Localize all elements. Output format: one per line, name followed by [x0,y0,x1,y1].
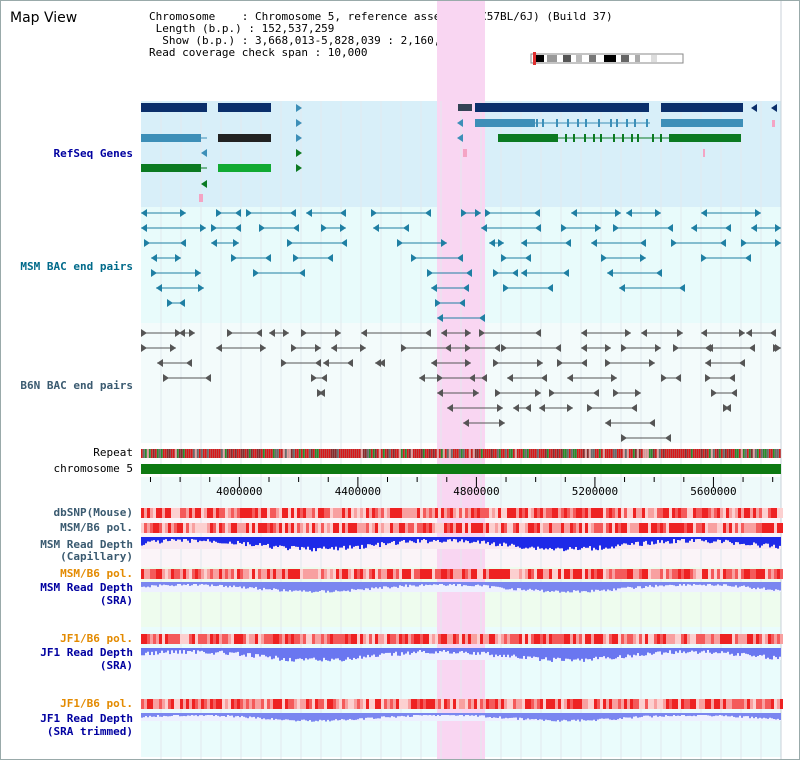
ideogram-band [589,55,596,62]
track-label-msm-bac[interactable]: MSM BAC end pairs [20,260,133,273]
track-label-msm-depth-capillary-sub: (Capillary) [60,550,133,563]
track-label-jf1-depth-trimmed-sub: (SRA trimmed) [46,725,133,738]
refseq-gene [475,119,535,127]
track-label-msm-depth-capillary[interactable]: MSM Read Depth [40,538,133,551]
ideogram-band [547,55,557,62]
gene-arrow [296,104,302,112]
gene-arrow [771,104,777,112]
track-label-msm-depth-sra-sub: (SRA) [99,594,133,607]
chromosome-ideogram[interactable] [530,52,684,65]
gene-arrow [296,134,302,142]
chromosome-bar [141,464,781,474]
refseq-gene [458,104,472,111]
gene-arrow [201,180,207,188]
gene-arrow [296,149,302,157]
gene-arrow [201,149,207,157]
refseq-gene [669,134,741,142]
gene-arrow [183,164,189,172]
refseq-gene [661,103,743,112]
track-label-jf1-depth-trimmed[interactable]: JF1 Read Depth [40,712,133,725]
refseq-gene [141,134,201,142]
ideogram-band [576,55,582,62]
refseq-gene [703,149,705,157]
gene-arrow [296,164,302,172]
ideogram-band [563,55,571,62]
refseq-gene [141,164,201,172]
refseq-gene [475,103,649,112]
axis-tick-label: 5600000 [690,485,736,498]
track-label-jf1-b6-pol-trimmed[interactable]: JF1/B6 pol. [60,697,133,710]
ideogram-band [635,55,640,62]
axis-tick-label: 5200000 [572,485,618,498]
axis-tick-label: 4400000 [335,485,381,498]
track-label-msm-b6-pol[interactable]: MSM/B6 pol. [60,521,133,534]
track-label-repeat: Repeat [93,446,133,459]
refseq-gene [218,164,271,172]
jf1-depth-trimmed-plot [141,713,781,721]
coverage-span-row: Read coverage check span : 10,000 [149,46,368,59]
track-label-dbsnp[interactable]: dbSNP(Mouse) [53,506,133,519]
refseq-gene [661,119,743,127]
gene-arrow [296,119,302,127]
gene-arrow [457,134,463,142]
length-row: Length (b.p.) : 152,537,259 [149,22,335,35]
track-label-msm-b6-pol-sra[interactable]: MSM/B6 pol. [60,567,133,580]
map-view-title: Map View [10,10,78,26]
chromosome-info: Chromosome : Chromosome 5, reference ass… [149,11,613,59]
refseq-gene [218,134,271,142]
track-label-jf1-b6-pol[interactable]: JF1/B6 pol. [60,632,133,645]
axis-tick-label: 4800000 [453,485,499,498]
track-label-jf1-depth-sra[interactable]: JF1 Read Depth [40,646,133,659]
track-label-chromosome: chromosome 5 [53,462,133,475]
refseq-gene [199,194,203,202]
track-label-b6n-bac[interactable]: B6N BAC end pairs [20,379,133,392]
track-label-refseq[interactable]: RefSeq Genes [53,147,133,160]
refseq-gene [498,134,558,142]
ideogram-band [534,55,544,62]
refseq-gene [141,103,207,112]
ideogram-band [651,55,657,62]
msm-depth-sra-plot [141,582,781,592]
gene-arrow [457,119,463,127]
ideogram-current-position [533,52,536,65]
gene-arrow [751,104,757,112]
ideogram-band [604,55,616,62]
ideogram-band [621,55,629,62]
refseq-gene [218,103,271,112]
refseq-gene [463,149,467,157]
refseq-gene [772,120,775,127]
track-label-msm-depth-sra[interactable]: MSM Read Depth [40,581,133,594]
track-label-jf1-depth-sra-sub: (SRA) [99,659,133,672]
axis-tick-label: 4000000 [216,485,262,498]
